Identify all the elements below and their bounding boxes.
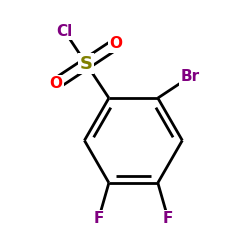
Text: Cl: Cl [57, 24, 73, 39]
Text: F: F [94, 212, 104, 226]
Text: F: F [163, 212, 173, 226]
Text: O: O [50, 76, 63, 91]
Text: Br: Br [180, 69, 200, 84]
Text: O: O [110, 36, 122, 51]
Text: S: S [80, 55, 93, 73]
